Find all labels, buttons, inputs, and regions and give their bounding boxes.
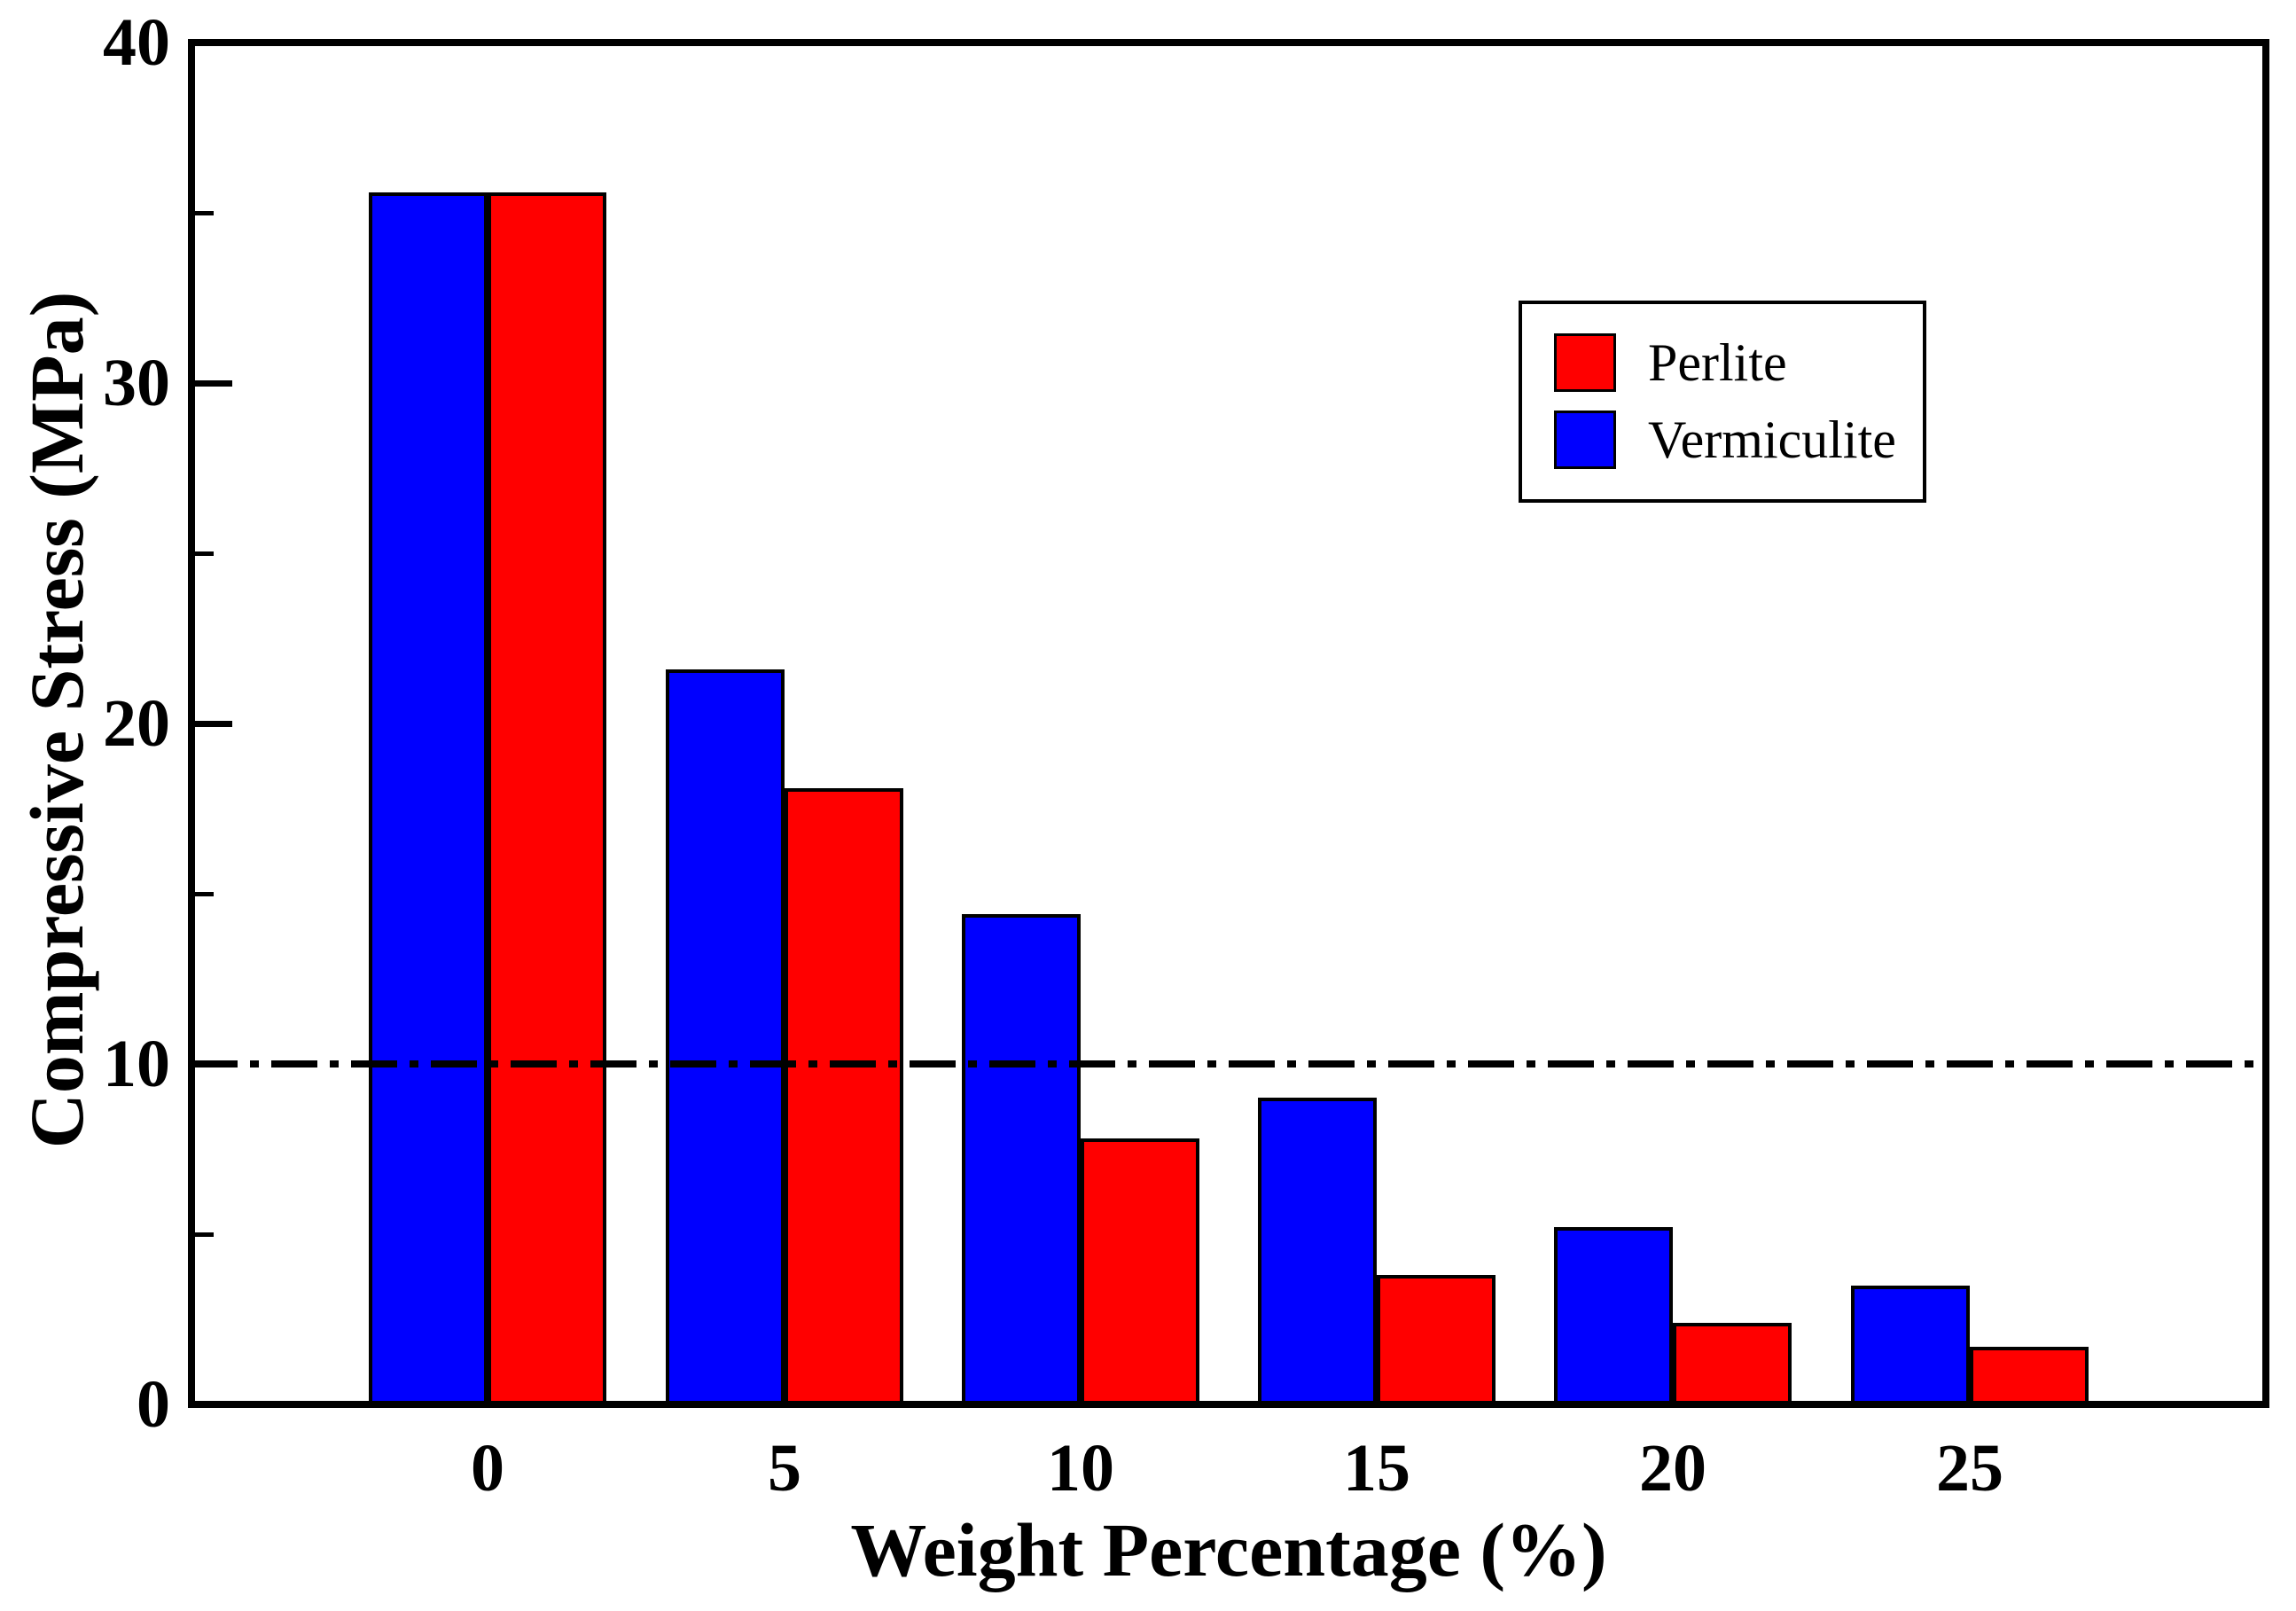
- red-swatch-icon: [1554, 333, 1616, 392]
- bar-vermiculite-25: [1851, 1286, 1970, 1404]
- y-major-tick-10: [191, 1061, 232, 1067]
- x-tick-label-25: 25: [1936, 1431, 2003, 1505]
- bar-vermiculite-5: [666, 669, 785, 1404]
- y-tick-label-20: 20: [103, 686, 170, 761]
- bar-perlite-15: [1377, 1275, 1496, 1404]
- bar-perlite-10: [1081, 1138, 1199, 1404]
- blue-swatch-icon: [1554, 411, 1616, 469]
- x-axis-title: Weight Percentage (%): [850, 1507, 1607, 1592]
- bar-perlite-20: [1673, 1323, 1792, 1404]
- bar-perlite-0: [488, 192, 606, 1404]
- x-tick-label-20: 20: [1639, 1431, 1706, 1505]
- legend-label-vermiculite: Vermiculite: [1648, 411, 1896, 469]
- x-tick-label-15: 15: [1343, 1431, 1410, 1505]
- y-tick-label-0: 0: [137, 1367, 170, 1442]
- bar-vermiculite-10: [962, 914, 1081, 1404]
- plot-area: [191, 43, 2266, 1404]
- y-major-tick-20: [191, 721, 232, 727]
- bar-vermiculite-20: [1554, 1227, 1673, 1404]
- legend-box: Perlite Vermiculite: [1519, 301, 1926, 503]
- bar-vermiculite-0: [369, 192, 488, 1404]
- legend-item-vermiculite: Vermiculite: [1554, 410, 1896, 470]
- bar-perlite-5: [785, 788, 903, 1404]
- bar-perlite-25: [1970, 1347, 2089, 1404]
- x-tick-label-10: 10: [1047, 1431, 1114, 1505]
- y-minor-tick-5: [191, 1232, 214, 1237]
- y-tick-label-10: 10: [103, 1027, 170, 1101]
- y-minor-tick-15: [191, 892, 214, 896]
- x-tick-label-5: 5: [768, 1431, 801, 1505]
- y-minor-tick-25: [191, 551, 214, 556]
- y-major-tick-30: [191, 380, 232, 387]
- y-minor-tick-35: [191, 211, 214, 215]
- legend-item-perlite: Perlite: [1554, 332, 1787, 393]
- y-tick-label-30: 30: [103, 346, 170, 420]
- legend-label-perlite: Perlite: [1648, 333, 1787, 392]
- bar-vermiculite-15: [1258, 1098, 1377, 1404]
- y-tick-label-40: 40: [103, 5, 170, 80]
- x-tick-label-0: 0: [471, 1431, 504, 1505]
